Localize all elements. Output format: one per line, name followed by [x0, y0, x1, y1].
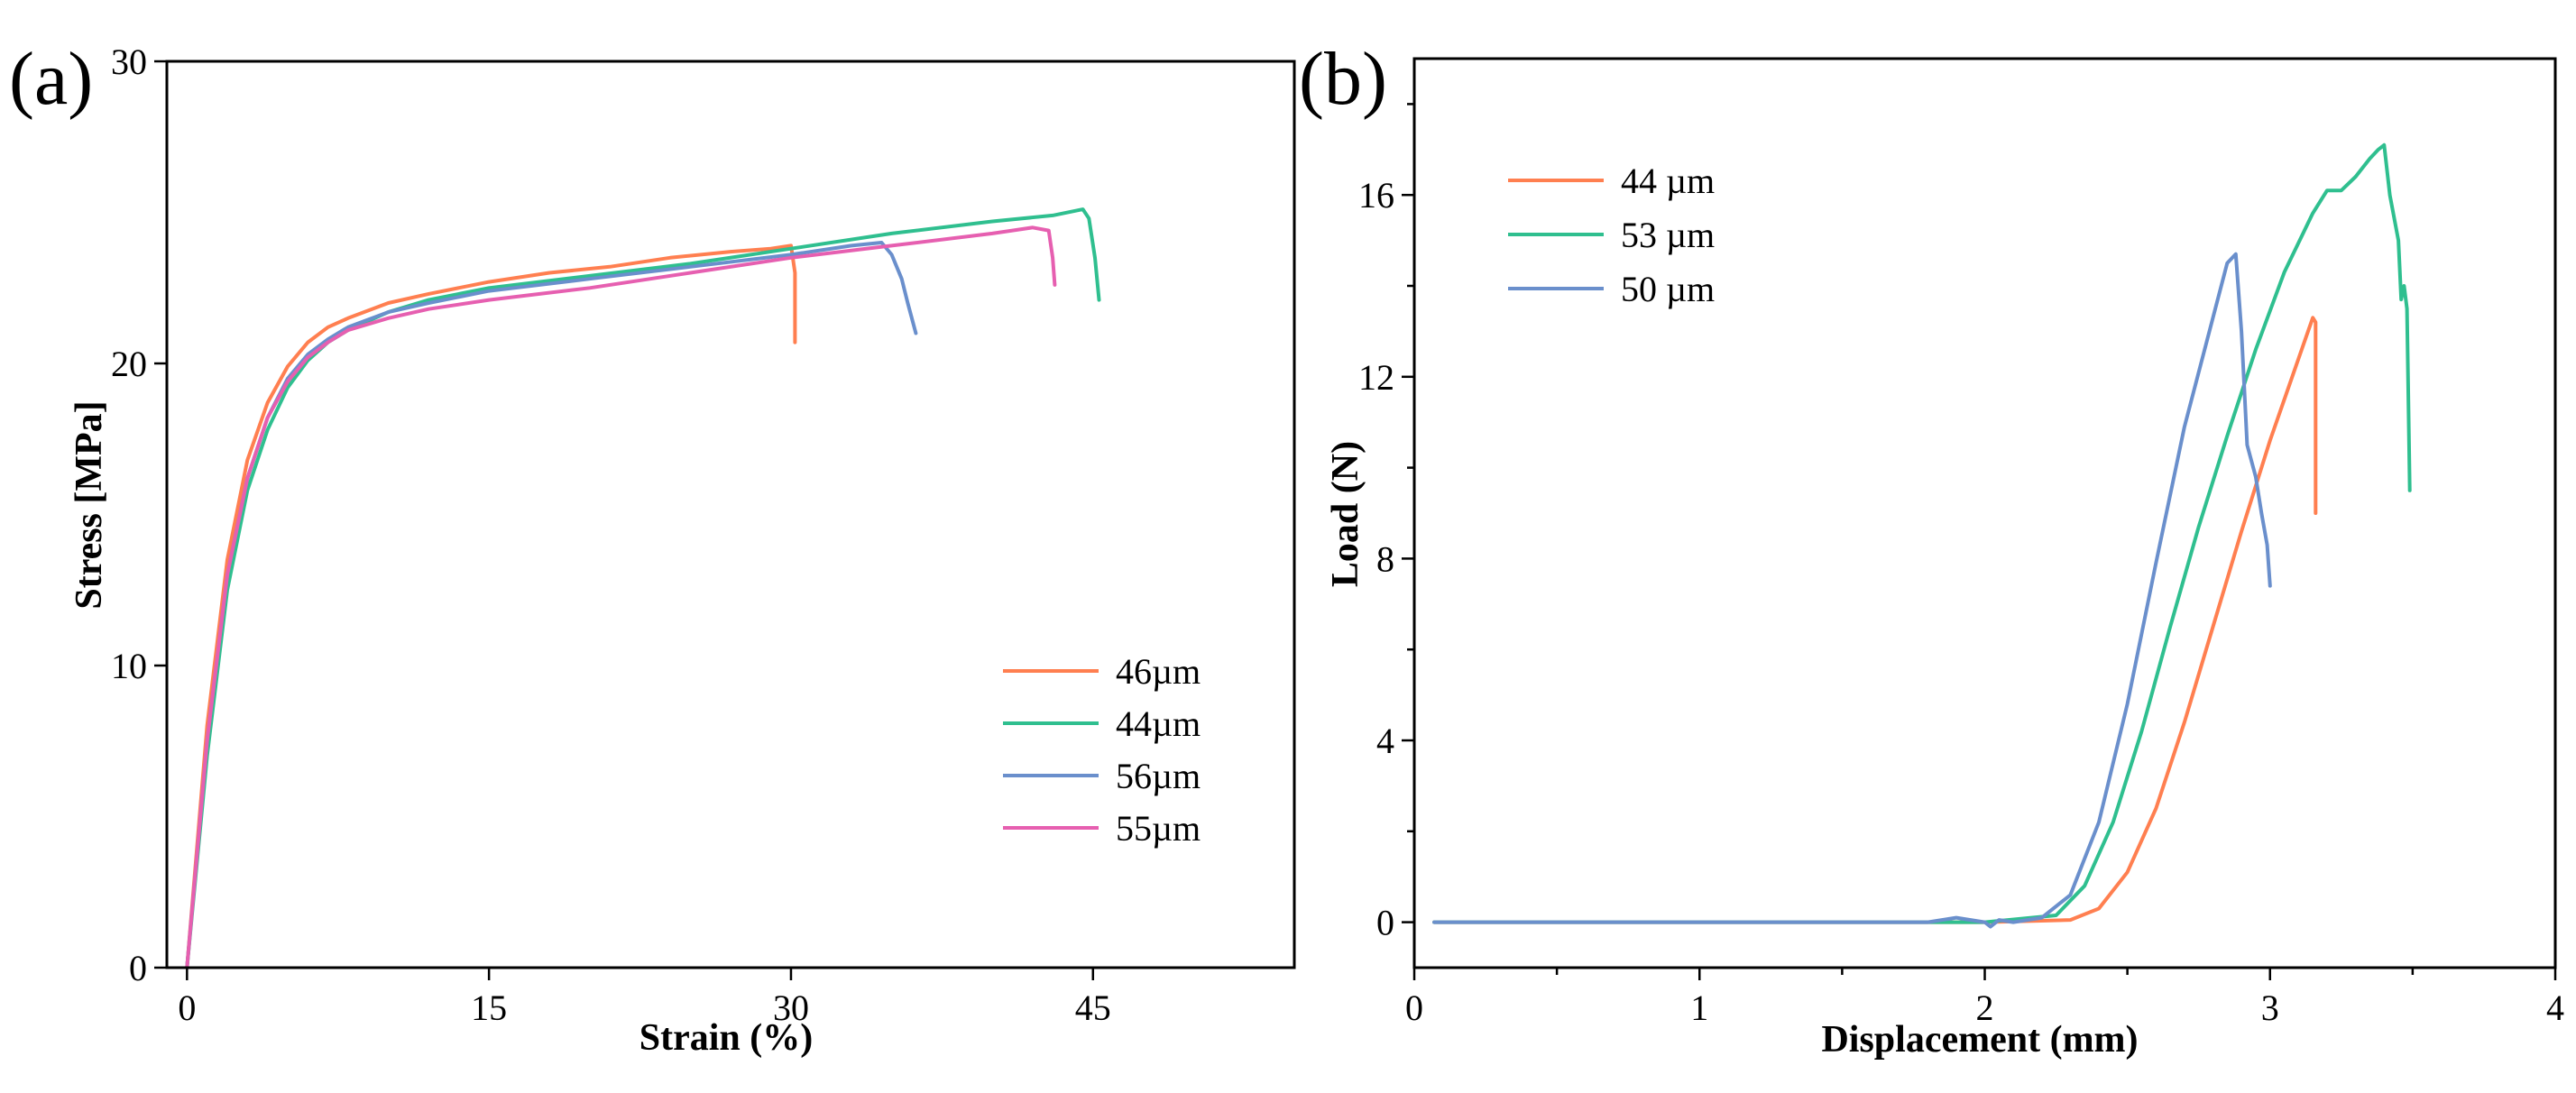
x-tick-label: 30: [773, 987, 809, 1028]
panel-a-axes-frame: [165, 60, 1296, 969]
panel-a-y-ticks: 0 10 20 30: [111, 41, 167, 988]
panel-b-x-axis-title: Displacement (mm): [1821, 1019, 2138, 1061]
x-tick-label: 15: [471, 987, 507, 1028]
x-tick-label: 1: [1690, 987, 1708, 1028]
y-tick-label: 12: [1358, 357, 1394, 398]
x-tick-label: 45: [1075, 987, 1111, 1028]
y-tick-label: 10: [111, 646, 147, 686]
y-tick-label: 0: [129, 948, 147, 988]
panel-a-plot-area: [185, 207, 1101, 969]
series-line-50-um: [1432, 252, 2272, 929]
panel-b-plot-area: [1432, 142, 2412, 929]
y-tick-label: 20: [111, 344, 147, 384]
y-tick-label: 30: [111, 41, 147, 82]
series-line-56um: [185, 241, 918, 969]
x-tick-label: 0: [178, 987, 196, 1028]
panel-b-y-ticks: 0 4 8 12 16: [1358, 103, 1414, 943]
y-tick-label: 4: [1376, 721, 1394, 761]
series-line-53-um: [1432, 142, 2412, 924]
legend-label-44-um: 44 µm: [1621, 161, 1715, 201]
x-tick-label: 2: [1976, 987, 1994, 1028]
legend-label-44um: 44µm: [1116, 703, 1201, 744]
legend-label-50-um: 50 µm: [1621, 269, 1715, 309]
panel-b-legend: 44 µm 53 µm 50 µm: [1508, 161, 1715, 309]
panel-a-legend: 46µm 44µm 56µm 55µm: [1003, 651, 1201, 849]
legend-label-56um: 56µm: [1116, 756, 1201, 796]
y-tick-label: 8: [1376, 538, 1394, 579]
panel-b-axes-frame: [1412, 57, 2557, 969]
panel-a-y-axis-title: Stress [MPa]: [69, 400, 110, 609]
x-tick-label: 4: [2546, 987, 2564, 1028]
panel-a-label: (a): [9, 37, 93, 121]
x-tick-label: 3: [2261, 987, 2279, 1028]
legend-label-55um: 55µm: [1116, 808, 1201, 849]
legend-label-53-um: 53 µm: [1621, 215, 1715, 255]
series-line-44um: [185, 207, 1101, 969]
panel-b-y-axis-title: Load (N): [1325, 441, 1366, 587]
series-line-44-um: [1432, 316, 2318, 924]
series-line-55um: [185, 225, 1057, 969]
panel-a-x-ticks: 0 15 30 45: [178, 968, 1111, 1028]
series-line-46um: [185, 243, 797, 969]
panel-a-stress-strain: (a) 0 15 30 45 0 10 20 30 Strain (%) Stress [M…: [9, 37, 1296, 1059]
panel-b-x-ticks: 0 1 2 3 4: [1405, 968, 2564, 1028]
x-tick-label: 0: [1405, 987, 1423, 1028]
legend-label-46um: 46µm: [1116, 651, 1201, 692]
panel-a-x-axis-title: Strain (%): [639, 1017, 814, 1059]
panel-b-label: (b): [1299, 37, 1387, 121]
y-tick-label: 0: [1376, 903, 1394, 943]
y-tick-label: 16: [1358, 175, 1394, 216]
